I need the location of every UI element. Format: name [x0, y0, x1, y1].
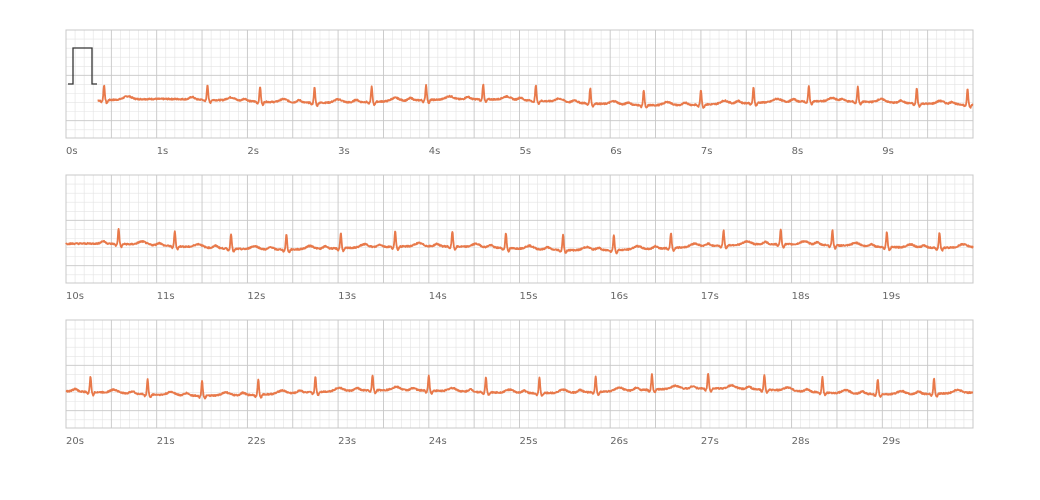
x-tick-label: 12s — [247, 291, 265, 302]
x-tick-label: 16s — [610, 291, 628, 302]
x-tick-label: 15s — [520, 291, 538, 302]
ecg-strip-2: 20s 21s 22s 23s 24s 25s 26s 27s 28s 29s — [65, 319, 974, 447]
x-tick-label: 24s — [429, 436, 447, 447]
x-tick-label: 9s — [882, 146, 894, 157]
ecg-strip-1: 10s 11s 12s 13s 14s 15s 16s 17s 18s 19s — [65, 174, 974, 302]
ecg-grid — [65, 319, 974, 429]
x-tick-label: 28s — [792, 436, 810, 447]
x-tick-label: 7s — [701, 146, 713, 157]
x-tick-label: 14s — [429, 291, 447, 302]
ecg-grid — [65, 174, 974, 284]
x-tick-label: 6s — [610, 146, 622, 157]
x-tick-label: 8s — [792, 146, 804, 157]
x-tick-label: 19s — [882, 291, 900, 302]
ecg-grid — [65, 29, 974, 139]
x-tick-label: 5s — [520, 146, 532, 157]
ecg-trace — [97, 83, 974, 109]
x-tick-label: 0s — [66, 146, 78, 157]
x-tick-label: 3s — [338, 146, 350, 157]
x-tick-label: 1s — [157, 146, 169, 157]
x-tick-label: 13s — [338, 291, 356, 302]
x-tick-label: 18s — [792, 291, 810, 302]
x-tick-label: 26s — [610, 436, 628, 447]
ecg-strip-0: 0s 1s 2s 3s 4s 5s 6s 7s 8s 9s — [65, 29, 974, 157]
x-tick-label: 23s — [338, 436, 356, 447]
x-tick-label: 20s — [66, 436, 84, 447]
x-tick-label: 22s — [247, 436, 265, 447]
calibration-pulse — [68, 47, 97, 85]
x-tick-label: 4s — [429, 146, 441, 157]
ecg-trace — [65, 228, 974, 255]
x-tick-label: 11s — [157, 291, 175, 302]
x-tick-label: 10s — [66, 291, 84, 302]
x-tick-label: 2s — [247, 146, 259, 157]
x-tick-label: 29s — [882, 436, 900, 447]
ecg-trace — [65, 373, 974, 400]
x-tick-label: 21s — [157, 436, 175, 447]
x-tick-label: 25s — [520, 436, 538, 447]
x-tick-label: 17s — [701, 291, 719, 302]
x-tick-label: 27s — [701, 436, 719, 447]
